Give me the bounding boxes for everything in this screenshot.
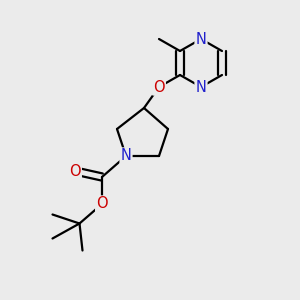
Text: O: O — [69, 164, 81, 178]
Text: N: N — [121, 148, 131, 164]
Text: O: O — [153, 80, 165, 94]
Text: N: N — [196, 80, 206, 94]
Text: O: O — [96, 196, 108, 211]
Text: N: N — [196, 32, 206, 46]
